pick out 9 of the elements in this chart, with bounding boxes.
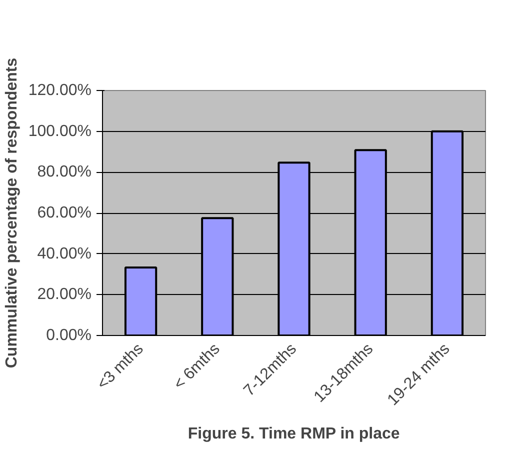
y-tick-label: 120.00% — [28, 82, 92, 99]
text: Figure 5. Time RMP in place — [188, 426, 400, 442]
y-axis-title: Cummulative percentage of respondents — [3, 58, 20, 368]
y-tick-label: 100.00% — [28, 122, 92, 140]
y-tick-label: 20.00% — [37, 286, 92, 304]
y-tick-label: 0.00% — [46, 327, 92, 344]
y-tick-label: 60.00% — [37, 204, 92, 222]
y-tick-label: 40.00% — [37, 245, 92, 262]
y-tick-label: 80.00% — [37, 164, 92, 181]
